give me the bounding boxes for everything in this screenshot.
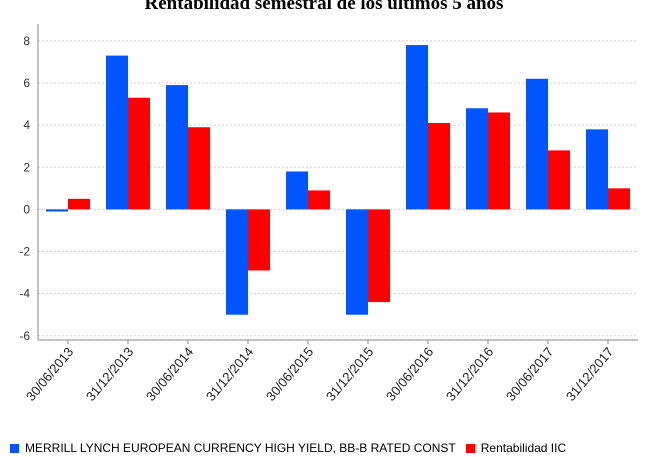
bar-series-1	[346, 209, 368, 315]
y-tick-label: -2	[19, 245, 30, 259]
x-tick-label: 30/06/2014	[143, 344, 196, 403]
bar-series-2	[428, 123, 450, 210]
y-tick-label: 2	[23, 160, 30, 174]
bar-series-2	[488, 112, 510, 210]
y-tick-label: 6	[23, 76, 30, 90]
x-tick-label: 31/12/2013	[83, 344, 136, 403]
bar-series-1	[406, 45, 428, 210]
bar-series-2	[308, 190, 330, 210]
bar-series-1	[226, 209, 248, 315]
bars	[46, 45, 630, 315]
bar-series-2	[188, 127, 210, 210]
legend-label-series-1: MERRILL LYNCH EUROPEAN CURRENCY HIGH YIE…	[25, 441, 456, 455]
legend-item-series-1: MERRILL LYNCH EUROPEAN CURRENCY HIGH YIE…	[10, 441, 456, 455]
legend-swatch-blue	[10, 443, 19, 453]
legend-label-series-2: Rentabilidad IIC	[480, 441, 567, 455]
bar-series-1	[466, 108, 488, 210]
x-tick-label: 31/12/2014	[203, 344, 256, 403]
x-tick-label: 30/06/2015	[263, 344, 316, 403]
x-tick-label: 31/12/2015	[323, 344, 376, 403]
bar-series-2	[368, 209, 390, 303]
bar-series-2	[548, 150, 570, 210]
x-tick-label: 30/06/2016	[383, 344, 436, 403]
bar-series-2	[128, 97, 150, 210]
legend: MERRILL LYNCH EUROPEAN CURRENCY HIGH YIE…	[10, 440, 648, 456]
bar-series-1	[166, 85, 188, 210]
legend-item-series-2: Rentabilidad IIC	[465, 441, 567, 455]
y-tick-label: 4	[23, 118, 30, 132]
bar-series-1	[46, 209, 68, 212]
bar-series-1	[106, 55, 128, 210]
bar-series-1	[526, 78, 548, 210]
x-tick-label: 30/06/2013	[23, 344, 76, 403]
x-tick-label: 31/12/2016	[443, 344, 496, 403]
bar-series-2	[248, 209, 270, 271]
legend-swatch-red	[465, 443, 475, 453]
y-tick-label: 0	[23, 202, 30, 216]
axes	[37, 24, 638, 344]
bar-series-2	[608, 188, 630, 210]
x-tick-label: 31/12/2017	[563, 344, 616, 403]
x-tick-label: 30/06/2017	[503, 344, 556, 403]
y-tick-label: 8	[23, 34, 30, 48]
y-tick-label: -4	[19, 287, 30, 301]
bar-series-1	[586, 129, 608, 210]
bar-series-2	[68, 198, 90, 210]
y-tick-label: -6	[19, 329, 30, 343]
chart-title: Rentabilidad semestral de los últimos 5 …	[144, 0, 504, 14]
bar-series-1	[286, 171, 308, 210]
